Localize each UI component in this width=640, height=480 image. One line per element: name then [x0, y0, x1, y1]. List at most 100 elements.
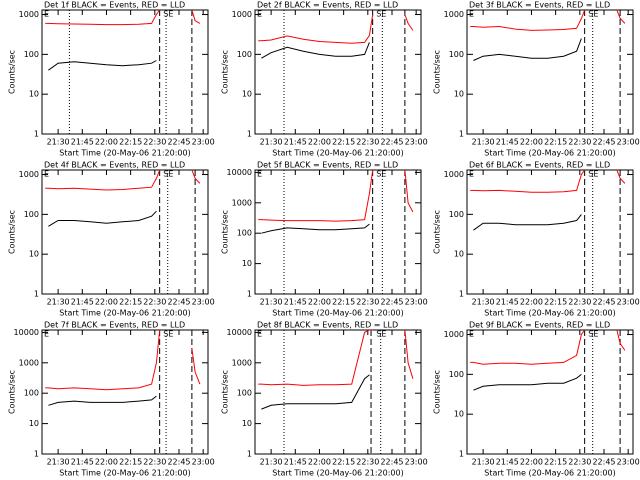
x-tick-label: 22:15	[332, 138, 355, 147]
y-tick-label: 10	[29, 90, 39, 99]
x-tick-label: 21:30	[260, 458, 283, 467]
panel: Det 1f BLACK = Events, RED = LLD Counts/s…	[8, 1, 215, 158]
x-tick-label: 22:45	[592, 458, 615, 467]
y-axis-label: Counts/sec	[433, 210, 442, 254]
series-line	[48, 60, 157, 71]
x-tick-label: 22:00	[520, 458, 543, 467]
y-axis-label: Counts/sec	[8, 210, 17, 254]
series-line	[261, 374, 370, 410]
plot-frame	[254, 9, 422, 135]
panel-title: Det 9f BLACK = Events, RED = LLD	[469, 321, 610, 330]
y-tick-label: 1000	[19, 170, 39, 179]
y-tick-label: 1000	[444, 330, 464, 339]
x-tick-label: 21:30	[47, 138, 70, 147]
series-line	[261, 223, 370, 234]
panel: Det 6f BLACK = Events, RED = LLD Counts/s…	[433, 161, 640, 318]
x-tick-label: 23:00	[405, 138, 428, 147]
y-tick-label: 1000	[232, 10, 252, 19]
series-line	[48, 210, 157, 227]
plot-frame	[41, 9, 209, 135]
series-line	[258, 14, 414, 44]
panel-title: Det 6f BLACK = Events, RED = LLD	[469, 161, 610, 170]
series-line	[45, 330, 201, 391]
panel: Det 8f BLACK = Events, RED = LLD Counts/s…	[221, 321, 428, 478]
panel: Det 2f BLACK = Events, RED = LLD Counts/s…	[221, 1, 428, 158]
series-line	[258, 330, 414, 386]
x-tick-label: 22:45	[592, 298, 615, 307]
panel-title: Det 5f BLACK = Events, RED = LLD	[257, 161, 398, 170]
series-line	[470, 170, 626, 193]
plot-frame	[41, 169, 209, 295]
y-tick-label: 10	[454, 90, 464, 99]
y-tick-label: 1	[247, 290, 252, 299]
annotation: E	[257, 330, 262, 339]
x-tick-label: 23:00	[405, 298, 428, 307]
y-axis-label: Counts/sec	[433, 50, 442, 94]
plot-frame	[466, 329, 634, 455]
x-tick-label: 21:45	[284, 458, 307, 467]
x-tick-label: 22:30	[143, 298, 166, 307]
x-tick-label: 21:45	[284, 138, 307, 147]
y-tick-label: 10	[242, 90, 252, 99]
x-tick-label: 22:00	[308, 298, 331, 307]
y-tick-label: 10	[454, 410, 464, 419]
annotation: SE	[588, 330, 598, 339]
plot-frame	[254, 329, 422, 455]
annotation: E	[44, 10, 49, 19]
x-axis-label: Start Time (20-May-06 21:20:00)	[272, 309, 403, 318]
y-tick-label: 10000	[227, 328, 252, 337]
x-tick-label: 22:45	[380, 298, 403, 307]
x-tick-label: 22:45	[167, 458, 190, 467]
x-tick-label: 21:30	[472, 458, 495, 467]
annotation: E	[469, 330, 474, 339]
x-tick-label: 21:45	[496, 298, 519, 307]
x-tick-label: 22:00	[520, 138, 543, 147]
x-tick-label: 21:45	[496, 458, 519, 467]
y-tick-label: 10	[242, 419, 252, 428]
y-tick-label: 10	[242, 259, 252, 268]
x-tick-label: 22:15	[544, 138, 567, 147]
y-tick-label: 10	[29, 419, 39, 428]
x-tick-label: 21:30	[260, 138, 283, 147]
series-line	[45, 10, 201, 26]
series-line	[45, 170, 201, 191]
panel-title: Det 8f BLACK = Events, RED = LLD	[257, 321, 398, 330]
x-tick-label: 23:00	[192, 138, 215, 147]
x-tick-label: 23:00	[617, 298, 640, 307]
x-tick-label: 21:30	[472, 298, 495, 307]
plot-frame	[466, 169, 634, 295]
annotation: SE	[163, 170, 173, 179]
x-tick-label: 22:30	[568, 458, 591, 467]
y-tick-label: 1000	[19, 10, 39, 19]
y-tick-label: 1	[34, 290, 39, 299]
x-tick-label: 21:30	[47, 458, 70, 467]
panel-title: Det 3f BLACK = Events, RED = LLD	[469, 1, 610, 10]
y-tick-label: 10000	[14, 328, 39, 337]
y-tick-label: 100	[449, 210, 464, 219]
x-axis-label: Start Time (20-May-06 21:20:00)	[484, 309, 615, 318]
panel-title: Det 4f BLACK = Events, RED = LLD	[44, 161, 185, 170]
y-tick-label: 100	[24, 389, 39, 398]
x-tick-label: 22:00	[520, 298, 543, 307]
annotation: SE	[588, 10, 598, 19]
annotation: E	[257, 170, 262, 179]
panel-title: Det 7f BLACK = Events, RED = LLD	[44, 321, 185, 330]
x-tick-label: 22:45	[167, 138, 190, 147]
x-tick-label: 22:00	[95, 138, 118, 147]
y-axis-label: Counts/sec	[221, 370, 230, 414]
x-tick-label: 22:30	[356, 458, 379, 467]
y-tick-label: 1	[247, 130, 252, 139]
x-tick-label: 22:00	[308, 458, 331, 467]
x-tick-label: 22:30	[568, 298, 591, 307]
x-tick-label: 22:15	[332, 298, 355, 307]
y-tick-label: 10000	[227, 168, 252, 177]
annotation: SE	[376, 10, 386, 19]
y-tick-label: 100	[24, 50, 39, 59]
y-tick-label: 10	[454, 250, 464, 259]
y-tick-label: 1	[459, 130, 464, 139]
x-axis-label: Start Time (20-May-06 21:20:00)	[59, 149, 190, 158]
y-tick-label: 100	[449, 50, 464, 59]
x-tick-label: 21:45	[71, 298, 94, 307]
x-tick-label: 22:45	[380, 138, 403, 147]
